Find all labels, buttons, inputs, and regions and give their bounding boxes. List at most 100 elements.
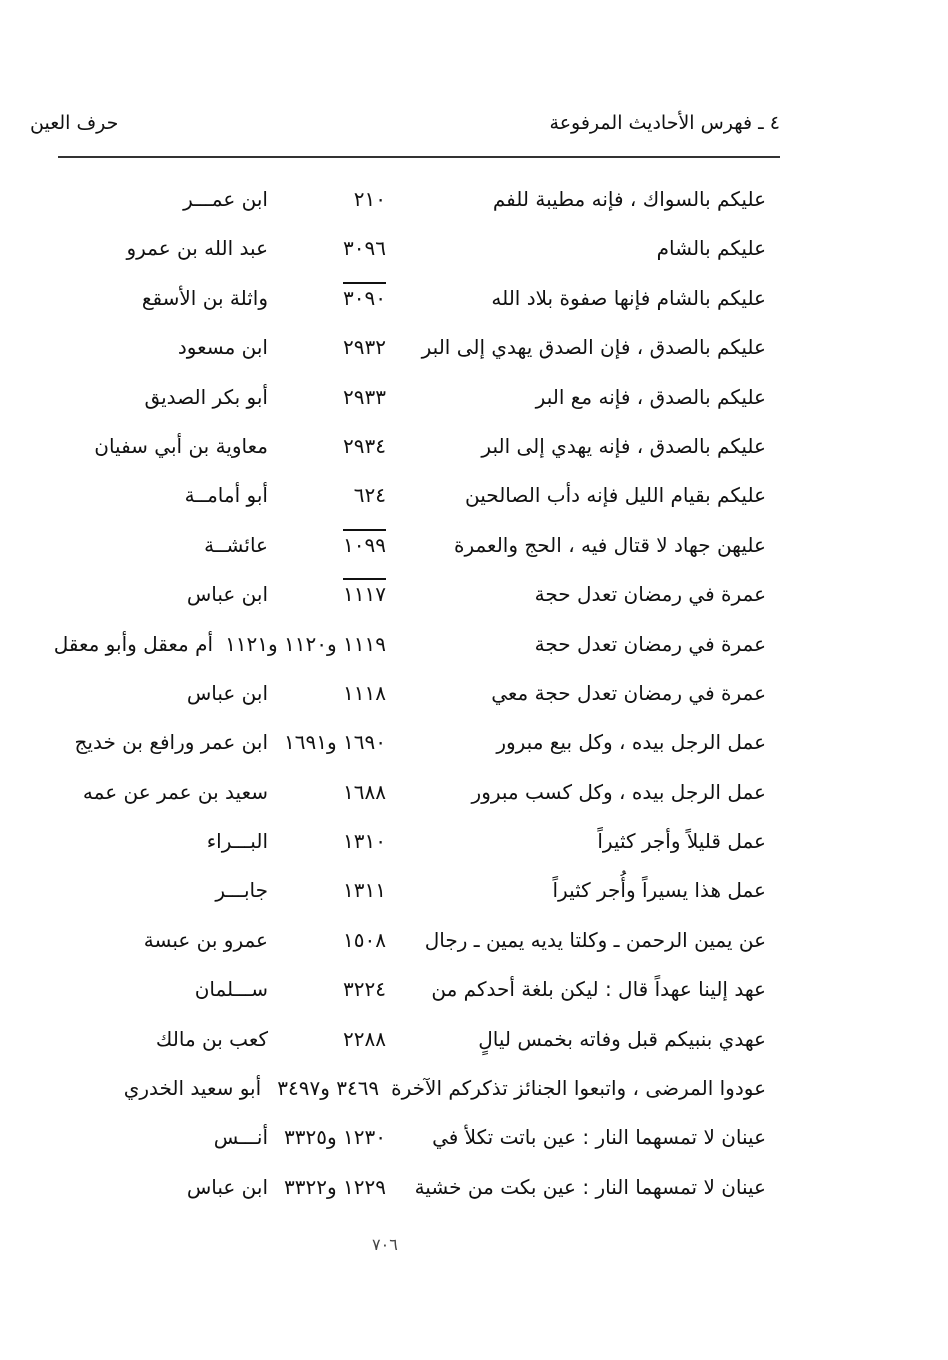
narrator: أم معقل وأبو معقل (53, 631, 214, 656)
index-entry: عمل الرجل بيده ، وكل كسب مبرور ١٦٨٨ سعيد ب… (28, 773, 766, 822)
hadith-number-cell: ١١١٩ و١١٢٠ و١١٢١ (213, 631, 386, 657)
hadith-number-cell: ١٣١٠ (268, 828, 386, 854)
narrator: عائشــة (204, 532, 268, 557)
narrator: ابن عمـــر (183, 187, 268, 211)
hadith-number: ١٣١١ (343, 878, 386, 903)
index-entry: عهدي بنبيكم قبل وفاته بخمس ليالٍ ٢٢٨٨ كعب … (28, 1020, 766, 1069)
index-entry: عمرة في رمضان تعدل حجة ١١١٧ ابن عباس (28, 575, 766, 624)
letter-title: حرف العين (30, 112, 119, 134)
section-title: ٤ ـ فهرس الأحاديث المرفوعة (549, 112, 780, 134)
narrator: ابن عباس (186, 1174, 268, 1199)
hadith-number: ٢٩٣٣ (343, 384, 386, 409)
hadith-text: عينان لا تمسهما النار : عين باتت تكلأ في (432, 1125, 766, 1150)
hadith-text: عليكم بقيام الليل فإنه دأب الصالحين (465, 483, 766, 508)
index-entry: عليكم بالصدق ، فإنه يهدي إلى البر ٢٩٣٤ معا… (28, 427, 766, 476)
narrator: عبد الله بن عمرو (126, 236, 268, 261)
narrator: كعب بن مالك (155, 1026, 268, 1051)
hadith-number-cell: ٣٠٩٦ (268, 235, 386, 261)
hadith-number-cell: ٢٩٣٣ (268, 384, 386, 410)
index-entry: عليكم بالشام ٣٠٩٦ عبد الله بن عمرو (28, 229, 766, 278)
narrator: عمرو بن عبسة (143, 927, 268, 952)
narrator: ابن مسعود (177, 335, 268, 360)
hadith-number: ٦٢٤ (353, 483, 386, 508)
narrator: أبو بكر الصديق (144, 384, 268, 409)
index-entry: عينان لا تمسهما النار : عين بكت من خشية ١… (28, 1168, 766, 1217)
index-entry: عينان لا تمسهما النار : عين باتت تكلأ في… (28, 1118, 766, 1167)
hadith-text: عينان لا تمسهما النار : عين بكت من خشية (414, 1174, 766, 1199)
index-entry: عليهن جهاد لا قتال فيه ، الحج والعمرة ١٠٩… (28, 526, 766, 575)
hadith-text: عمل الرجل بيده ، وكل بيع مبرور (496, 730, 766, 755)
narrator: أبو أمامــة (184, 483, 268, 508)
hadith-number: ٣٠٩٦ (343, 236, 386, 261)
narrator: أنـــس (213, 1125, 268, 1150)
hadith-number: ٢٩٣٢ (343, 335, 386, 360)
hadith-text: عودوا المرضى ، واتبعوا الجنائز تذكركم ال… (391, 1076, 766, 1101)
narrator: جابـــر (215, 878, 268, 903)
hadith-number: ١١١٨ (343, 680, 386, 705)
hadith-number-cell: ١٠٩٩ (268, 528, 386, 558)
index-entry: عمل هذا يسيراً وأُجر كثيراً ١٣١١ جابـــر (28, 871, 766, 920)
hadith-number-cell: ١٣١١ (268, 877, 386, 903)
hadith-text: عهدي بنبيكم قبل وفاته بخمس ليالٍ (478, 1026, 766, 1051)
hadith-number-cell: ٦٢٤ (268, 482, 386, 508)
hadith-number: ١٥٠٨ (343, 927, 386, 952)
narrator: ابن عباس (186, 680, 268, 705)
index-entry: عليكم بقيام الليل فإنه دأب الصالحين ٦٢٤ أب… (28, 476, 766, 525)
hadith-text: عليكم بالصدق ، فإنه يهدي إلى البر (481, 433, 766, 458)
hadith-number: ١١١٩ و١١٢٠ و١١٢١ (225, 631, 386, 656)
hadith-number-cell: ١٦٨٨ (268, 779, 386, 805)
hadith-number-cell: ١٥٠٨ (268, 927, 386, 953)
hadith-text: عمرة في رمضان تعدل حجة (534, 631, 766, 656)
hadith-number: ٢٩٣٤ (343, 433, 386, 458)
hadith-number-cell: ٣٤٦٩ و٣٤٩٧ (261, 1075, 379, 1101)
hadith-number: ١٦٩٠ و١٦٩١ (284, 730, 386, 755)
hadith-number-cell: ٢٩٣٤ (268, 433, 386, 459)
narrator: أبو سعيد الخدري (123, 1076, 262, 1101)
hadith-number: ١٠٩٩ (343, 528, 386, 558)
hadith-number: ٢١٠ (353, 187, 386, 211)
narrator: البـــراء (206, 829, 268, 854)
narrator: ابن عمر ورافع بن خديج (74, 730, 268, 755)
index-entry: عمرة في رمضان تعدل حجة معي ١١١٨ ابن عباس (28, 674, 766, 723)
index-entry: عليكم بالسواك ، فإنه مطيبة للفم ٢١٠ ابن عم… (28, 180, 766, 229)
index-entry: عمرة في رمضان تعدل حجة ١١١٩ و١١٢٠ و١١٢١ أم… (28, 625, 766, 674)
hadith-text: عليكم بالشام فإنها صفوة بلاد الله (491, 285, 766, 310)
narrator: ســـلمان (194, 977, 268, 1002)
hadith-number-cell: ١١١٧ (268, 578, 386, 607)
hadith-number: ٣٠٩٠ (343, 281, 386, 311)
header-divider (58, 156, 780, 158)
hadith-index-list: عليكم بالسواك ، فإنه مطيبة للفم ٢١٠ ابن عم… (28, 180, 766, 1217)
index-entry: عودوا المرضى ، واتبعوا الجنائز تذكركم ال… (28, 1069, 766, 1118)
hadith-text: عمرة في رمضان تعدل حجة معي (491, 680, 766, 705)
narrator: سعيد بن عمر عن عمه (82, 779, 268, 804)
hadith-number-cell: ١١١٨ (268, 680, 386, 706)
hadith-text: عمل هذا يسيراً وأُجر كثيراً (552, 878, 766, 903)
page-number: ٧٠٦ (372, 1235, 398, 1255)
hadith-text: عن يمين الرحمن ـ وكلتا يديه يمين ـ رجال (424, 927, 766, 952)
index-entry: عهد إلينا عهداً قال : ليكن بلغة أحدكم من… (28, 970, 766, 1019)
hadith-text: عليكم بالصدق ، فإن الصدق يهدي إلى البر (421, 335, 766, 360)
index-entry: عليكم بالصدق ، فإنه مع البر ٢٩٣٣ أبو بكر ا… (28, 378, 766, 427)
hadith-text: عمل قليلاً وأجر كثيراً (597, 829, 766, 854)
page-body: عليكم بالسواك ، فإنه مطيبة للفم ٢١٠ ابن عم… (28, 180, 766, 1254)
hadith-number-cell: ٣٢٢٤ (268, 976, 386, 1002)
index-entry: عمل قليلاً وأجر كثيراً ١٣١٠ البـــراء (28, 822, 766, 871)
hadith-number-cell: ٢٢٨٨ (268, 1026, 386, 1052)
hadith-text: عمل الرجل بيده ، وكل كسب مبرور (471, 779, 766, 804)
hadith-number: ٣٤٦٩ و٣٤٩٧ (277, 1076, 380, 1101)
hadith-number: ١١١٧ (343, 578, 386, 607)
hadith-number: ١٦٨٨ (343, 779, 386, 804)
hadith-text: عمرة في رمضان تعدل حجة (534, 582, 766, 607)
hadith-text: عليهن جهاد لا قتال فيه ، الحج والعمرة (453, 532, 766, 557)
index-entry: عمل الرجل بيده ، وكل بيع مبرور ١٦٩٠ و١٦٩١… (28, 723, 766, 772)
hadith-text: عليكم بالسواك ، فإنه مطيبة للفم (492, 187, 766, 211)
hadith-number-cell: ١٦٩٠ و١٦٩١ (268, 729, 386, 755)
hadith-number: ١٢٣٠ و٣٣٢٥ (284, 1125, 386, 1150)
index-entry: عن يمين الرحمن ـ وكلتا يديه يمين ـ رجال ١… (28, 921, 766, 970)
hadith-text: عليكم بالشام (656, 236, 766, 261)
index-entry: عليكم بالصدق ، فإن الصدق يهدي إلى البر ٢٩… (28, 328, 766, 377)
hadith-number: ٣٢٢٤ (343, 977, 386, 1002)
narrator: واثلة بن الأسقع (141, 285, 268, 310)
hadith-text: عهد إلينا عهداً قال : ليكن بلغة أحدكم من (431, 977, 766, 1002)
narrator: معاوية بن أبي سفيان (94, 433, 268, 458)
